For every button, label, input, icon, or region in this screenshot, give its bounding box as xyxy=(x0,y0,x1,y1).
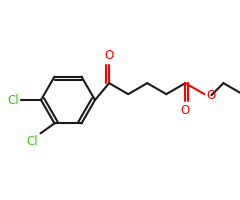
Text: O: O xyxy=(104,49,114,62)
Text: Cl: Cl xyxy=(27,135,38,148)
Text: O: O xyxy=(181,104,190,117)
Text: O: O xyxy=(206,89,216,102)
Text: Cl: Cl xyxy=(7,94,19,106)
